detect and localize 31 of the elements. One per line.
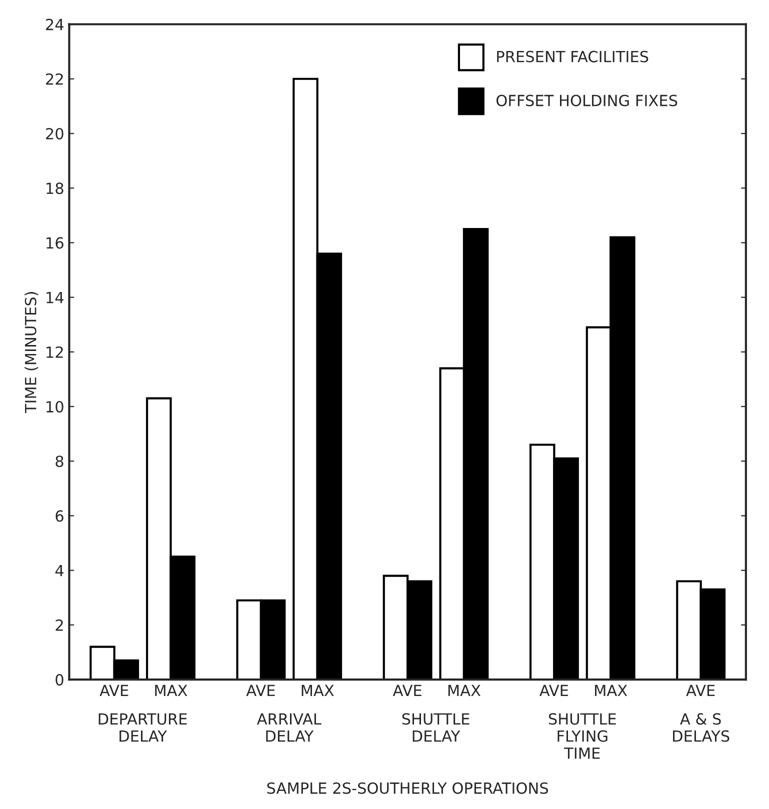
- legend-label: OFFSET HOLDING FIXES: [496, 94, 678, 106]
- y-tick-label: 22: [46, 73, 63, 85]
- text: DEPARTURE DELAY: [98, 713, 187, 742]
- y-tick-label: 16: [46, 237, 64, 249]
- x-tick-label: AVE: [100, 684, 128, 696]
- x-tick-label: MAX: [595, 684, 628, 696]
- y-tick-label: 20: [46, 128, 64, 140]
- text: A & S DELAYS: [673, 713, 730, 742]
- y-tick-label: 2: [56, 619, 63, 631]
- y-tick-label: 14: [46, 292, 64, 304]
- x-tick-label: AVE: [540, 684, 568, 696]
- x-tick-label: MAX: [448, 684, 481, 696]
- y-tick-label: 6: [56, 510, 64, 522]
- text: SHUTTLE DELAY: [402, 713, 470, 742]
- y-tick-label: 10: [46, 400, 64, 413]
- x-tick-label: MAX: [302, 684, 334, 696]
- y-tick-label: 8: [56, 456, 64, 468]
- y-tick-label: 24: [46, 18, 64, 30]
- text: ARRIVAL DELAY: [256, 713, 322, 742]
- y-tick-label: 18: [46, 182, 64, 194]
- legend-label: PRESENT FACILITIES: [497, 50, 648, 62]
- y-tick-label: 0: [56, 674, 64, 686]
- y-tick-label: 12: [46, 346, 63, 358]
- x-tick-label: AVE: [686, 684, 715, 696]
- x-tick-label: MAX: [155, 684, 188, 696]
- y-tick-label: 4: [55, 565, 64, 576]
- text: SAMPLE 2S-SOUTHERLY OPERATIONS: [267, 782, 548, 794]
- x-tick-label: AVE: [392, 684, 422, 696]
- text: SHUTTLE FLYING TIME: [548, 713, 616, 759]
- y-axis-title: TIME (MINUTES): [24, 292, 38, 414]
- x-tick-label: AVE: [246, 684, 275, 696]
